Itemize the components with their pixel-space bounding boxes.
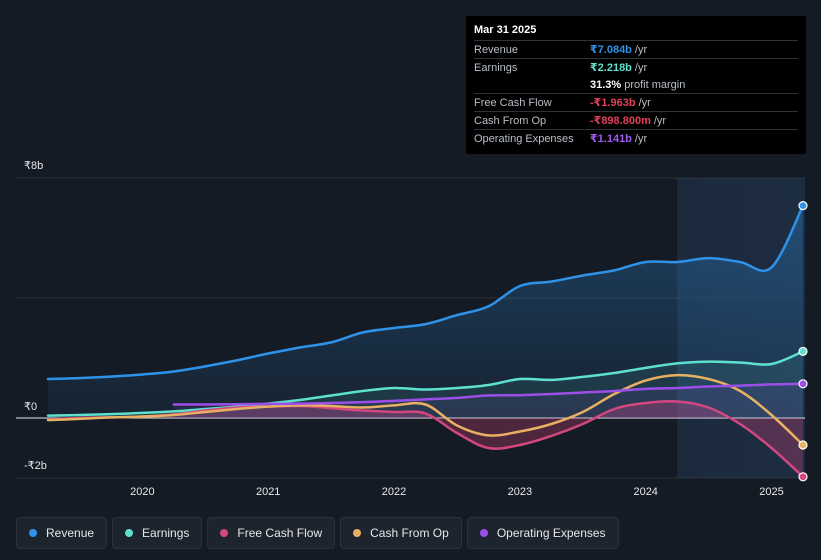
tooltip-row-value: -₹1.963b bbox=[590, 97, 636, 109]
cash-from-op-line bbox=[46, 373, 805, 447]
tooltip-row: Cash From Op -₹898.800m/yr bbox=[474, 111, 798, 129]
tooltip-date: Mar 31 2025 bbox=[474, 24, 537, 36]
earnings-end-marker[interactable] bbox=[798, 346, 808, 356]
tooltip-row-unit: /yr bbox=[634, 43, 648, 56]
legend-item-earnings[interactable]: Earnings bbox=[112, 517, 203, 549]
legend-item-free-cash-flow[interactable]: Free Cash Flow bbox=[207, 517, 336, 549]
tooltip-row-value: ₹1.141b bbox=[590, 133, 632, 145]
y-tick-label: ₹0 bbox=[24, 401, 37, 413]
legend-item-revenue[interactable]: Revenue bbox=[16, 517, 108, 549]
tooltip-row-name: Revenue bbox=[474, 43, 519, 56]
tooltip-row-value: ₹2.218b bbox=[590, 62, 632, 74]
x-tick-label: 2023 bbox=[508, 486, 532, 498]
legend-label: Operating Expenses bbox=[496, 526, 606, 540]
tooltip-row-unit: profit margin bbox=[624, 78, 686, 91]
y-tick-label: -₹2b bbox=[24, 460, 47, 472]
operating-expenses-end-marker[interactable] bbox=[798, 379, 808, 389]
x-tick-label: 2021 bbox=[256, 486, 280, 498]
tooltip: Mar 31 2025 Revenue ₹7.084b/yr Earnings ₹2.… bbox=[466, 16, 806, 154]
tooltip-row-name: Earnings bbox=[474, 61, 518, 74]
legend-dot-icon bbox=[220, 529, 229, 537]
legend-item-operating-expenses[interactable]: Operating Expenses bbox=[466, 517, 619, 549]
earnings-area bbox=[48, 351, 803, 418]
tooltip-row-unit: /yr bbox=[634, 61, 648, 74]
tooltip-row: Revenue ₹7.084b/yr bbox=[474, 40, 798, 58]
legend-dot-icon bbox=[479, 529, 488, 537]
free-cash-flow-end-marker[interactable] bbox=[798, 472, 808, 482]
x-tick-label: 2024 bbox=[633, 486, 657, 498]
free-cash-flow-area bbox=[48, 401, 803, 477]
x-tick-label: 2022 bbox=[382, 486, 406, 498]
tooltip-row-unit: /yr bbox=[638, 96, 651, 109]
operating-expenses-area bbox=[173, 383, 804, 418]
tooltip-row: 31.3% profit margin bbox=[474, 76, 798, 93]
x-tick-label: 2025 bbox=[759, 486, 783, 498]
tooltip-row-value: 31.3% bbox=[590, 78, 622, 91]
earnings-line bbox=[46, 350, 805, 417]
legend-label: Revenue bbox=[46, 526, 95, 540]
legend-dot-icon bbox=[29, 529, 37, 537]
tooltip-row-unit: /yr bbox=[653, 114, 667, 127]
operating-expenses-line bbox=[172, 382, 805, 406]
legend-item-cash-from-op[interactable]: Cash From Op bbox=[340, 517, 462, 549]
revenue-end-marker[interactable] bbox=[798, 201, 808, 211]
revenue-area bbox=[48, 205, 803, 418]
tooltip-row-value: ₹7.084b bbox=[590, 44, 632, 56]
legend-label: Cash From Op bbox=[370, 526, 449, 540]
tooltip-row-name: Free Cash Flow bbox=[474, 96, 552, 109]
legend-dot-icon bbox=[353, 529, 362, 537]
y-tick-label: ₹8b bbox=[24, 160, 43, 172]
tooltip-row: Operating Expenses ₹1.141b/yr bbox=[474, 129, 798, 147]
legend-label: Free Cash Flow bbox=[237, 526, 323, 540]
legend-dot-icon bbox=[125, 529, 134, 537]
legend-label: Earnings bbox=[142, 526, 190, 540]
tooltip-row-name: Cash From Op bbox=[474, 114, 547, 127]
tooltip-row-unit: /yr bbox=[634, 132, 648, 145]
tooltip-row: Free Cash Flow -₹1.963b/yr bbox=[474, 93, 798, 111]
tooltip-row: Earnings ₹2.218b/yr bbox=[474, 58, 798, 76]
legend: Revenue Earnings Free Cash Flow Cash From O… bbox=[16, 517, 619, 549]
revenue-line bbox=[46, 204, 805, 381]
tooltip-row-value: -₹898.800m bbox=[590, 115, 651, 127]
x-tick-label: 2020 bbox=[130, 486, 154, 498]
tooltip-row-name: Operating Expenses bbox=[474, 132, 574, 145]
cash-from-op-end-marker[interactable] bbox=[798, 440, 808, 450]
